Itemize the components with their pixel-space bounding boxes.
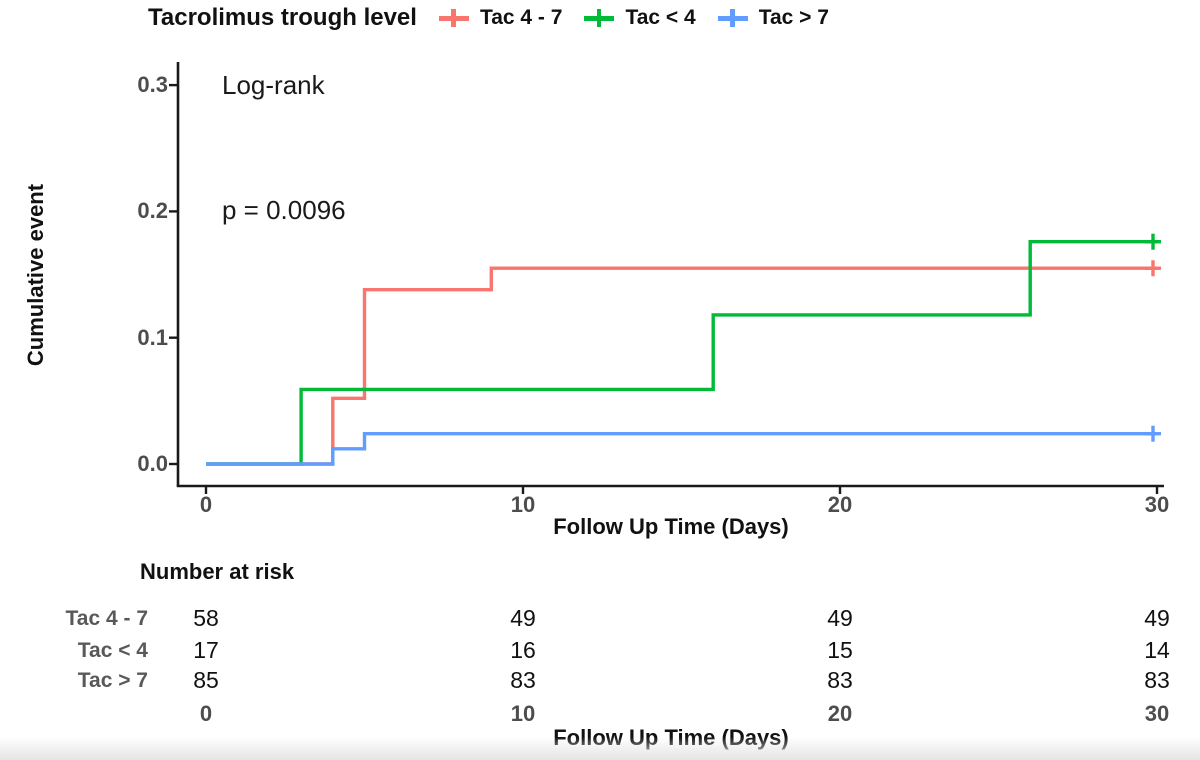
risk-cell: 85 [193, 667, 219, 693]
survival-curve-Tac>7 [206, 431, 1157, 466]
x-tick-label: 20 [827, 492, 853, 517]
y-tick-label: 0.2 [137, 198, 168, 223]
risk-cell: 83 [510, 667, 536, 693]
risk-cell: 16 [510, 637, 536, 663]
x-axis-title: Follow Up Time (Days) [553, 514, 789, 539]
legend-item-label: Tac < 4 [625, 6, 696, 29]
risk-cell: 49 [510, 605, 536, 631]
risk-x-tick-label: 0 [199, 701, 213, 726]
risk-x-tick-label: 20 [827, 701, 853, 726]
y-tick-label: 0.0 [137, 451, 168, 476]
risk-cell: 14 [1144, 637, 1170, 663]
risk-row-label: Tac 4 - 7 [65, 607, 148, 630]
x-tick-label: 30 [1144, 492, 1170, 517]
y-tick-label: 0.1 [137, 325, 168, 350]
window-bottom-edge [0, 737, 1200, 760]
risk-cell: 15 [827, 637, 853, 663]
risk-cell: 83 [827, 667, 853, 693]
y-tick-label: 0.3 [137, 72, 168, 97]
legend-title: Tacrolimus trough level [148, 4, 417, 31]
logrank-test-annotation: Log-rank [222, 70, 325, 100]
legend: Tacrolimus trough level Tac 4 - 7 Tac < … [148, 0, 829, 36]
legend-item-label: Tac 4 - 7 [479, 6, 563, 29]
y-axis-title: Cumulative event [23, 183, 48, 367]
x-tick-label: 10 [510, 492, 536, 517]
risk-table-title: Number at risk [140, 559, 295, 584]
censor-plus-icon [584, 8, 615, 28]
legend-item-label: Tac > 7 [758, 6, 829, 29]
risk-row-label: Tac < 4 [77, 639, 148, 662]
risk-cell: 17 [193, 637, 219, 663]
p-value-annotation: p = 0.0096 [222, 195, 346, 225]
legend-item-tac-4-7: Tac 4 - 7 [438, 6, 563, 30]
legend-item-tac-lt-4: Tac < 4 [584, 6, 696, 30]
risk-cell: 49 [827, 605, 853, 631]
risk-cell: 58 [193, 605, 219, 631]
legend-item-tac-gt-7: Tac > 7 [717, 6, 829, 30]
x-tick-label: 0 [199, 492, 213, 517]
risk-cell: 83 [1144, 667, 1170, 693]
censor-plus-icon [717, 8, 748, 28]
censor-plus-icon [438, 8, 469, 28]
risk-cell: 49 [1144, 605, 1170, 631]
risk-row-label: Tac > 7 [77, 669, 148, 692]
survival-curve-Tac<4 [206, 240, 1157, 466]
risk-x-tick-label: 30 [1144, 701, 1170, 726]
risk-x-tick-label: 10 [510, 701, 536, 726]
survival-plot-canvas [169, 62, 1164, 494]
